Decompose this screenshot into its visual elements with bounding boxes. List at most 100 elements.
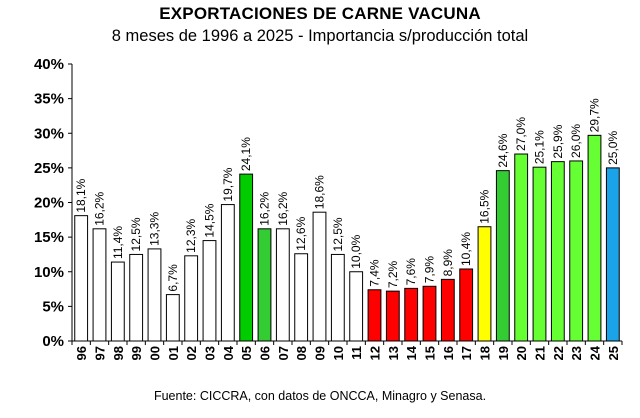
x-tick-label-25: 25: [606, 346, 621, 360]
data-label-00: 13,3%: [148, 212, 162, 246]
bar-19: [495, 170, 510, 342]
data-label-12: 7,4%: [368, 259, 382, 287]
x-tick-label-08: 08: [294, 346, 309, 360]
bar-05: [239, 173, 254, 342]
bar-11: [349, 271, 364, 342]
x-tick-label-00: 00: [148, 346, 163, 360]
x-tick-label-02: 02: [184, 346, 199, 360]
x-tick-label-09: 09: [313, 346, 328, 360]
x-tick-label-06: 06: [258, 346, 273, 360]
y-tick-label: 10%: [34, 264, 64, 281]
bar-00: [147, 248, 162, 342]
data-label-10: 12,5%: [331, 217, 345, 251]
x-tick-label-04: 04: [221, 345, 236, 360]
data-label-21: 25,1%: [533, 130, 547, 164]
bar-98: [110, 261, 125, 342]
data-label-96: 18,1%: [74, 178, 88, 212]
data-label-98: 11,4%: [111, 226, 125, 259]
bar-22: [550, 161, 565, 342]
x-tick-label-13: 13: [386, 346, 401, 360]
x-tick-label-21: 21: [533, 346, 548, 360]
x-tick-label-19: 19: [496, 346, 511, 360]
y-tick-label: 0%: [42, 333, 64, 350]
x-tick-label-97: 97: [93, 346, 108, 360]
bar-04: [220, 204, 235, 342]
bar-06: [257, 228, 272, 342]
data-label-19: 24,6%: [496, 133, 510, 167]
x-tick-label-10: 10: [331, 346, 346, 360]
data-label-17: 10,4%: [459, 232, 473, 266]
data-label-04: 19,7%: [221, 167, 235, 201]
x-tick-label-23: 23: [569, 346, 584, 360]
bar-07: [275, 228, 290, 342]
bar-08: [294, 253, 309, 342]
chart-subtitle: 8 meses de 1996 a 2025 - Importancia s/p…: [111, 27, 529, 45]
x-tick-label-20: 20: [514, 346, 529, 360]
x-tick-label-18: 18: [478, 346, 493, 360]
bar-10: [330, 253, 345, 342]
bar-23: [569, 160, 584, 342]
data-label-02: 12,3%: [184, 218, 198, 252]
data-label-24: 29,7%: [588, 98, 602, 132]
chart-source: Fuente: CICCRA, con datos de ONCCA, Mina…: [153, 389, 487, 403]
data-label-23: 26,0%: [569, 124, 583, 158]
x-tick-label-24: 24: [588, 345, 603, 360]
y-tick-label: 15%: [34, 229, 64, 246]
data-label-97: 16,2%: [93, 191, 107, 225]
data-label-16: 8,9%: [441, 249, 455, 277]
y-tick-label: 35%: [34, 91, 64, 108]
data-labels: 18,1% 16,2% 11,4% 12,5% 13,3% 6,7% 12,3% 14,5% 1…: [74, 98, 620, 292]
bar-96: [74, 215, 89, 342]
bar-18: [477, 226, 492, 342]
bar-21: [532, 166, 547, 342]
x-tick-label-01: 01: [166, 346, 181, 360]
y-tick-label: 30%: [34, 125, 64, 142]
data-label-08: 12,6%: [294, 216, 308, 250]
data-label-11: 10,0%: [349, 234, 363, 268]
bar-01: [165, 294, 180, 342]
data-label-06: 16,2%: [258, 191, 272, 225]
x-tick-label-14: 14: [404, 345, 419, 360]
data-label-18: 16,5%: [478, 189, 492, 223]
x-tick-label-15: 15: [423, 346, 438, 360]
data-label-07: 16,2%: [276, 191, 290, 225]
x-tick-label-03: 03: [203, 346, 218, 360]
y-tick-label: 25%: [34, 160, 64, 177]
bar-14: [404, 287, 419, 342]
y-tick-label: 20%: [34, 195, 64, 212]
bar-25: [605, 167, 620, 342]
bar-15: [422, 285, 437, 342]
data-label-22: 25,9%: [551, 124, 565, 158]
x-tick-label-22: 22: [551, 346, 566, 360]
bars: [74, 134, 620, 342]
bar-02: [184, 255, 199, 342]
data-label-01: 6,7%: [166, 264, 180, 292]
data-label-20: 27,0%: [514, 117, 528, 151]
x-tick-label-99: 99: [129, 346, 144, 360]
data-label-09: 18,6%: [313, 175, 327, 209]
data-label-03: 14,5%: [203, 203, 217, 237]
data-label-13: 7,2%: [386, 260, 400, 288]
bar-97: [92, 228, 107, 342]
bar-24: [587, 134, 602, 342]
data-label-25: 25,0%: [606, 131, 620, 165]
x-tick-label-96: 96: [74, 346, 89, 360]
x-tick-label-07: 07: [276, 346, 291, 360]
data-label-99: 12,5%: [129, 217, 143, 251]
bar-20: [514, 153, 529, 342]
data-label-05: 24,1%: [239, 137, 253, 171]
bar-03: [202, 240, 217, 342]
x-tick-label-05: 05: [239, 346, 254, 360]
x-tick-label-11: 11: [349, 346, 364, 360]
bar-99: [129, 253, 144, 342]
bar-17: [459, 268, 474, 342]
x-tick-label-98: 98: [111, 346, 126, 360]
chart-title: EXPORTACIONES DE CARNE VACUNA: [159, 4, 481, 23]
y-tick-label: 5%: [42, 298, 64, 315]
bar-12: [367, 289, 382, 342]
data-label-14: 7,6%: [404, 258, 418, 286]
data-label-15: 7,9%: [423, 256, 437, 284]
x-tick-label-12: 12: [368, 346, 383, 360]
bar-16: [440, 278, 455, 342]
